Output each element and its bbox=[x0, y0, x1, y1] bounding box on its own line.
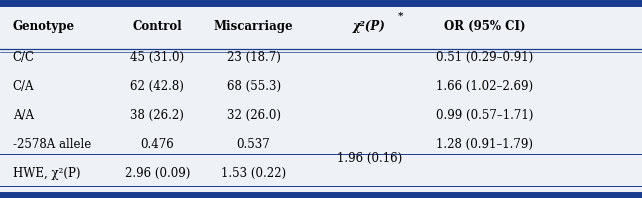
Text: 32 (26.0): 32 (26.0) bbox=[227, 109, 281, 122]
Text: Miscarriage: Miscarriage bbox=[214, 20, 293, 33]
Text: C/C: C/C bbox=[13, 51, 35, 64]
Text: 2.96 (0.09): 2.96 (0.09) bbox=[125, 167, 190, 180]
Text: 23 (18.7): 23 (18.7) bbox=[227, 51, 281, 64]
Text: *: * bbox=[397, 11, 403, 20]
Text: A/A: A/A bbox=[13, 109, 34, 122]
Text: OR (95% CI): OR (95% CI) bbox=[444, 20, 525, 33]
Text: Control: Control bbox=[132, 20, 182, 33]
Text: 68 (55.3): 68 (55.3) bbox=[227, 80, 281, 93]
Text: χ²(P): χ²(P) bbox=[352, 20, 386, 33]
Text: HWE, χ²(P): HWE, χ²(P) bbox=[13, 167, 80, 180]
Text: 1.96 (0.16): 1.96 (0.16) bbox=[336, 152, 402, 165]
Text: 45 (31.0): 45 (31.0) bbox=[130, 51, 184, 64]
Text: 0.476: 0.476 bbox=[141, 138, 174, 150]
Text: 38 (26.2): 38 (26.2) bbox=[130, 109, 184, 122]
Text: 1.53 (0.22): 1.53 (0.22) bbox=[221, 167, 286, 180]
Text: 1.66 (1.02–2.69): 1.66 (1.02–2.69) bbox=[436, 80, 534, 93]
Text: 0.537: 0.537 bbox=[237, 138, 270, 150]
Text: C/A: C/A bbox=[13, 80, 34, 93]
Text: -2578A allele: -2578A allele bbox=[13, 138, 91, 150]
Text: 1.28 (0.91–1.79): 1.28 (0.91–1.79) bbox=[436, 138, 534, 150]
Text: 0.51 (0.29–0.91): 0.51 (0.29–0.91) bbox=[436, 51, 534, 64]
Text: Genotype: Genotype bbox=[13, 20, 75, 33]
Text: 62 (42.8): 62 (42.8) bbox=[130, 80, 184, 93]
Text: 0.99 (0.57–1.71): 0.99 (0.57–1.71) bbox=[436, 109, 534, 122]
